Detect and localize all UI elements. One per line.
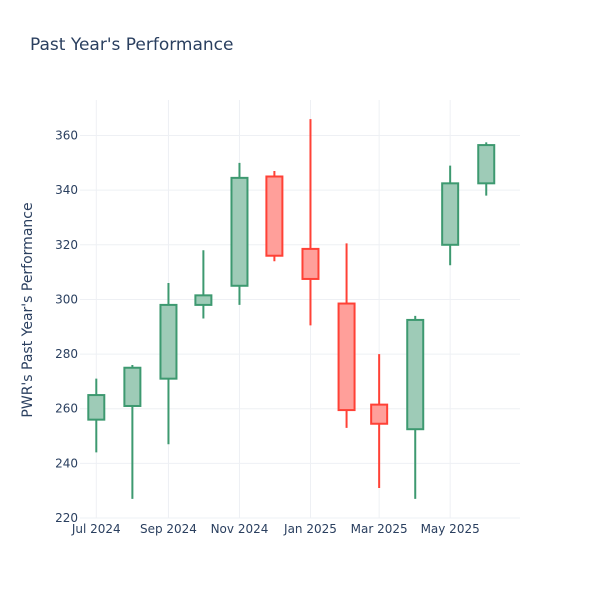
y-tick-label: 300 xyxy=(55,292,78,306)
candle-increasing xyxy=(230,162,249,305)
candle-body xyxy=(87,394,106,421)
candles xyxy=(87,119,496,499)
candle-body xyxy=(265,175,284,257)
candle-decreasing xyxy=(370,354,389,488)
candle-body xyxy=(194,294,213,306)
candle-body xyxy=(123,366,142,407)
chart-title: Past Year's Performance xyxy=(30,35,234,55)
candle-decreasing xyxy=(265,171,284,262)
y-tick-labels: 220 240 260 280 300 320 340 360 xyxy=(55,129,78,525)
candle-increasing xyxy=(406,315,425,499)
y-tick-label: 260 xyxy=(55,402,78,416)
y-tick-label: 280 xyxy=(55,347,78,361)
candle-increasing xyxy=(87,378,106,453)
candle-body xyxy=(337,302,356,412)
x-tick-label: Sep 2024 xyxy=(140,522,197,536)
y-tick-label: 240 xyxy=(55,456,78,470)
candle-increasing xyxy=(123,365,142,499)
candle-body xyxy=(406,318,425,431)
x-tick-label: Mar 2025 xyxy=(351,522,408,536)
candle-body xyxy=(477,144,496,185)
y-tick-label: 320 xyxy=(55,238,78,252)
candle-body xyxy=(370,403,389,425)
x-tick-label: Jul 2024 xyxy=(71,522,121,536)
y-tick-label: 340 xyxy=(55,183,78,197)
candle-increasing xyxy=(441,165,460,266)
x-tick-labels: Jul 2024 Sep 2024 Nov 2024 Jan 2025 Mar 2025… xyxy=(71,522,480,536)
y-axis-label: PWR's Past Year's Performance xyxy=(20,202,36,417)
candle-increasing xyxy=(159,283,178,445)
candle-increasing xyxy=(194,250,213,319)
candle-body xyxy=(301,247,320,280)
x-tick-label: May 2025 xyxy=(421,522,480,536)
candle-body xyxy=(159,303,178,380)
y-tick-label: 360 xyxy=(55,129,78,143)
candle-decreasing xyxy=(301,119,320,326)
x-tick-label: Jan 2025 xyxy=(283,522,337,536)
y-tick-label: 220 xyxy=(55,511,78,525)
x-tick-label: Nov 2024 xyxy=(211,522,269,536)
candle-increasing xyxy=(477,142,496,196)
candle-body xyxy=(230,176,249,287)
candle-decreasing xyxy=(337,243,356,428)
candle-body xyxy=(441,182,460,246)
